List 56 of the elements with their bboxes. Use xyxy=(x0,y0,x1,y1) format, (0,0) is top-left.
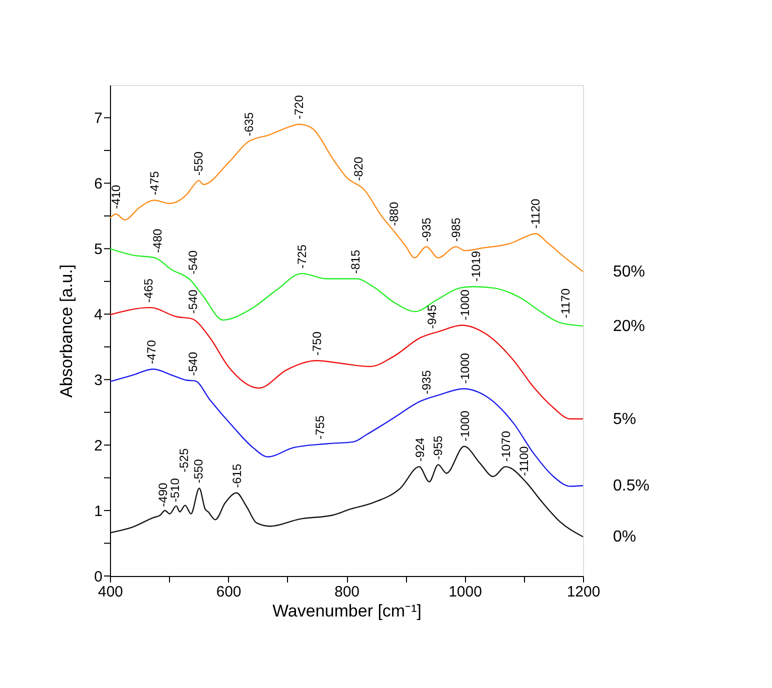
annotation: -924 xyxy=(412,437,427,462)
annotation: -1120 xyxy=(528,198,543,229)
annotation: -1000 xyxy=(458,410,472,442)
annotation: -720 xyxy=(292,94,306,120)
annotation: -475 xyxy=(147,170,162,196)
annotation: -1100 xyxy=(516,446,531,476)
annotation: -410 xyxy=(108,184,123,209)
annotation: -540 xyxy=(186,289,200,314)
annotation: -470 xyxy=(144,340,158,364)
y-tick-label: 0 xyxy=(94,568,102,586)
annotation: -985 xyxy=(448,217,463,242)
annotation: -755 xyxy=(312,415,327,440)
y-tick-label: 3 xyxy=(94,372,102,390)
series-label: 5% xyxy=(613,410,636,428)
series-label: 0.5% xyxy=(613,478,650,495)
annotation: -615 xyxy=(230,464,244,488)
series-label: 20% xyxy=(613,318,646,335)
annotation: -550 xyxy=(192,458,206,484)
annotation: -1019 xyxy=(468,250,483,282)
annotation: -725 xyxy=(295,244,310,269)
annotation: -540 xyxy=(186,352,200,376)
annotation: -880 xyxy=(386,202,401,226)
annotation: -480 xyxy=(150,228,164,253)
y-axis-title: Absorbance [a.u.] xyxy=(57,264,76,398)
x-tick-label: 600 xyxy=(216,584,242,600)
annotation: -540 xyxy=(186,250,200,274)
x-axis-title: Wavenumber [cm⁻¹] xyxy=(272,602,422,620)
annotation: -935 xyxy=(419,370,434,394)
x-tick-label: 800 xyxy=(334,584,360,600)
series-label: 0% xyxy=(613,528,636,546)
y-tick-label: 7 xyxy=(94,110,102,128)
y-tick-label: 2 xyxy=(94,438,102,455)
annotation: -510 xyxy=(168,478,182,502)
annotation: -550 xyxy=(192,151,206,176)
annotation: -1170 xyxy=(558,288,572,318)
annotation: -1070 xyxy=(499,430,514,462)
annotation: -945 xyxy=(425,304,440,329)
annotation: -1000 xyxy=(458,289,472,320)
series-label: 50% xyxy=(613,264,646,281)
x-tick-label: 1200 xyxy=(566,584,600,600)
annotation: -525 xyxy=(176,448,191,472)
annotation: -490 xyxy=(156,482,170,507)
x-tick-label: 1000 xyxy=(448,584,482,600)
annotation: -935 xyxy=(419,217,434,242)
annotation: -750 xyxy=(310,331,324,356)
y-tick-label: 1 xyxy=(94,503,102,520)
x-tick-label: 400 xyxy=(98,584,124,600)
annotation: -815 xyxy=(348,249,362,274)
y-tick-label: 5 xyxy=(94,241,102,258)
annotation: -955 xyxy=(431,435,446,460)
annotation: -635 xyxy=(242,112,256,136)
y-tick-label: 4 xyxy=(94,306,102,324)
y-tick-label: 6 xyxy=(94,176,102,193)
annotation: -465 xyxy=(141,278,156,303)
annotation: -1000 xyxy=(458,352,472,384)
annotation: -820 xyxy=(351,156,366,181)
